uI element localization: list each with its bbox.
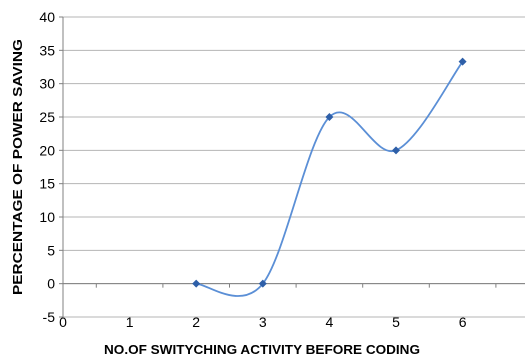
y-tick-label-0: -5: [43, 309, 56, 325]
y-tick-label-7: 30: [39, 76, 55, 92]
y-tick-label-5: 20: [39, 142, 55, 158]
y-tick-label-9: 40: [39, 9, 55, 25]
y-tick-label-1: 0: [47, 276, 55, 292]
data-point-0-4: [458, 57, 467, 66]
x-tick-label-5: 5: [392, 314, 400, 330]
y-tick-label-4: 15: [39, 176, 55, 192]
x-axis-title: NO.OF SWITYCHING ACTIVITY BEFORE CODING: [104, 343, 420, 357]
x-tick-label-2: 2: [192, 314, 200, 330]
y-axis-title: PERCENTAGE OF POWER SAVING: [11, 39, 25, 295]
x-tick-label-6: 6: [459, 314, 467, 330]
x-tick-label-0: 0: [59, 314, 67, 330]
y-tick-label-3: 10: [39, 209, 55, 225]
y-tick-label-8: 35: [39, 42, 55, 58]
data-point-0-3: [392, 146, 400, 155]
x-tick-label-4: 4: [326, 314, 334, 330]
data-point-0-1: [258, 279, 267, 288]
grid-lines: [63, 16, 525, 318]
x-tick-label-1: 1: [126, 314, 134, 330]
y-tick-label-2: 5: [47, 242, 55, 258]
axes: [59, 16, 525, 318]
data-point-0-0: [192, 279, 201, 288]
series-layer: [192, 57, 467, 297]
x-tick-label-3: 3: [259, 314, 267, 330]
y-tick-label-6: 25: [39, 109, 55, 125]
data-point-0-2: [325, 113, 334, 121]
series-line-0: [196, 61, 464, 297]
